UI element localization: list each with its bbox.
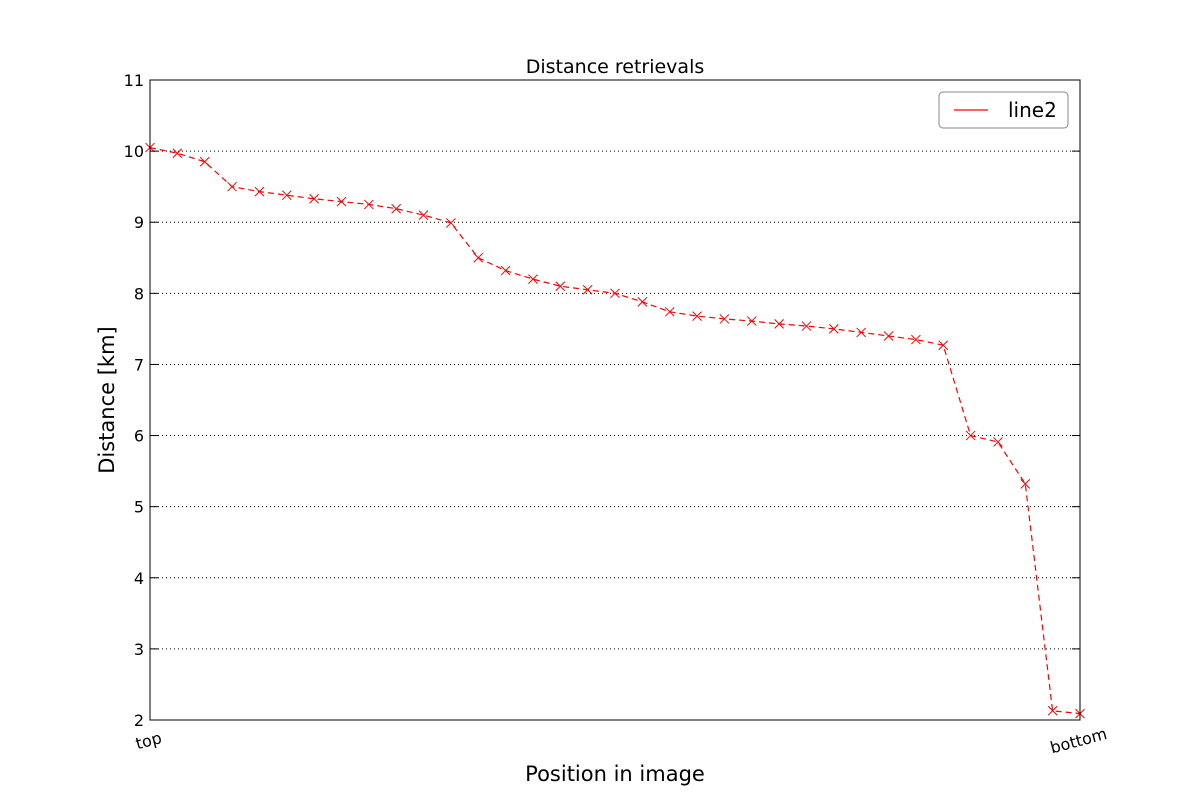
data-point	[801, 321, 812, 331]
data-point	[582, 284, 593, 295]
y-tick-label: 10	[124, 142, 144, 161]
data-point	[227, 181, 237, 192]
chart-title: Distance retrievals	[526, 56, 705, 78]
x-axis-label: Position in image	[525, 762, 705, 786]
data-point	[911, 334, 921, 345]
legend-label-line2: line2	[1008, 98, 1057, 122]
y-tick-label: 9	[134, 213, 144, 232]
data-point	[883, 331, 894, 341]
data-point	[336, 196, 347, 207]
y-tick-label: 6	[134, 427, 144, 446]
plot-frame	[149, 79, 1081, 721]
y-tick-label: 8	[134, 284, 144, 303]
data-point	[856, 327, 867, 338]
data-point	[692, 311, 702, 321]
data-point	[281, 190, 292, 201]
y-tick-label: 7	[134, 355, 144, 374]
data-point	[199, 156, 210, 167]
data-point	[719, 314, 730, 324]
data-point	[446, 218, 456, 228]
data-point	[993, 437, 1003, 447]
data-point	[418, 210, 429, 220]
data-point	[1020, 479, 1031, 489]
y-tick-label: 5	[134, 498, 144, 517]
data-point	[309, 193, 319, 204]
data-point	[254, 186, 265, 197]
data-point	[637, 297, 648, 307]
data-point	[1047, 705, 1058, 716]
legend: line2	[938, 91, 1069, 129]
y-tick-label: 2	[134, 711, 144, 730]
data-point	[746, 316, 757, 326]
legend-box	[938, 91, 1069, 129]
data-point	[391, 203, 402, 214]
data-point	[774, 319, 784, 329]
data-point	[528, 274, 538, 284]
data-point	[172, 148, 183, 159]
data-point	[555, 281, 566, 292]
data-point	[965, 430, 976, 441]
data-point	[664, 306, 675, 317]
y-tick-label: 11	[124, 71, 144, 90]
data-point	[938, 340, 949, 351]
data-point	[500, 265, 511, 276]
y-tick-label: 3	[134, 640, 144, 659]
data-point	[828, 324, 839, 334]
data-point	[610, 288, 620, 299]
data-point	[473, 252, 484, 263]
data-point	[363, 199, 374, 210]
y-tick-label: 4	[134, 569, 144, 588]
y-axis-label: Distance [km]	[95, 326, 119, 474]
plot-area	[150, 80, 1080, 720]
